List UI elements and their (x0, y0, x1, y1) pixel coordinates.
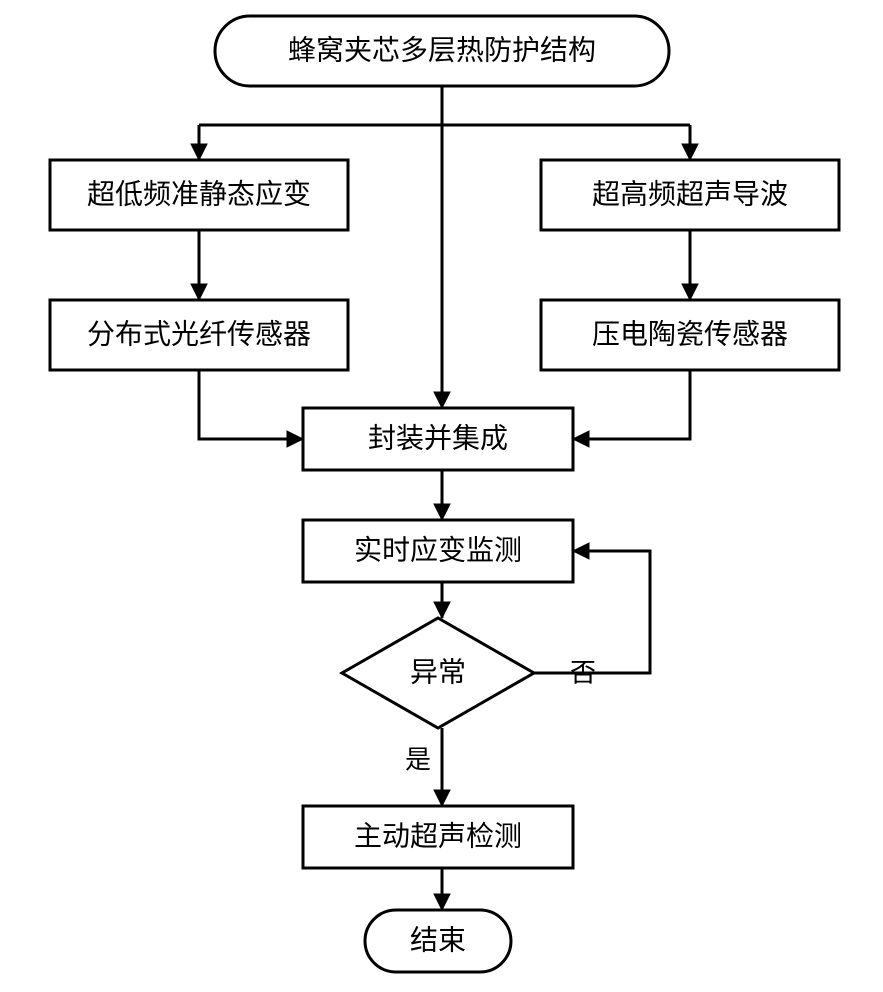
node-l2-label: 分布式光纤传感器 (87, 319, 311, 351)
edge-center-to-merge (434, 125, 450, 408)
node-r1-label: 超高频超声导波 (592, 179, 788, 211)
label-no: 否 (570, 659, 596, 688)
node-monitor-label: 实时应变监测 (354, 535, 522, 567)
node-l2: 分布式光纤传感器 (50, 300, 348, 370)
edge-fork-to-l1 (191, 125, 207, 160)
node-active-label: 主动超声检测 (354, 821, 522, 853)
edge-r2-to-merge (573, 370, 690, 447)
node-l1: 超低频准静态应变 (50, 160, 348, 230)
edge-r1-to-r2 (682, 230, 698, 300)
edge-merge-to-mon (434, 470, 450, 520)
edge-fork-to-r1 (682, 125, 698, 160)
node-merge-label: 封装并集成 (368, 423, 508, 455)
node-monitor: 实时应变监测 (303, 520, 573, 582)
node-dec: 异常 (342, 618, 534, 728)
node-r1: 超高频超声导波 (541, 160, 839, 230)
edge-mon-to-dec (434, 582, 450, 618)
node-end: 结束 (365, 910, 511, 972)
edge-active-to-end (434, 868, 450, 910)
edge-l1-to-l2 (191, 230, 207, 300)
node-dec-label: 异常 (410, 657, 466, 689)
edge-l2-to-merge (199, 370, 303, 447)
node-merge: 封装并集成 (303, 408, 573, 470)
node-r2-label: 压电陶瓷传感器 (592, 319, 788, 351)
node-r2: 压电陶瓷传感器 (541, 300, 839, 370)
node-start: 蜂窝夹芯多层热防护结构 (215, 16, 669, 86)
node-active: 主动超声检测 (303, 806, 573, 868)
node-end-label: 结束 (410, 925, 466, 957)
node-l1-label: 超低频准静态应变 (87, 179, 311, 211)
node-start-label: 蜂窝夹芯多层热防护结构 (288, 35, 596, 67)
edge-dec-to-active (434, 728, 450, 806)
label-yes: 是 (405, 746, 431, 775)
